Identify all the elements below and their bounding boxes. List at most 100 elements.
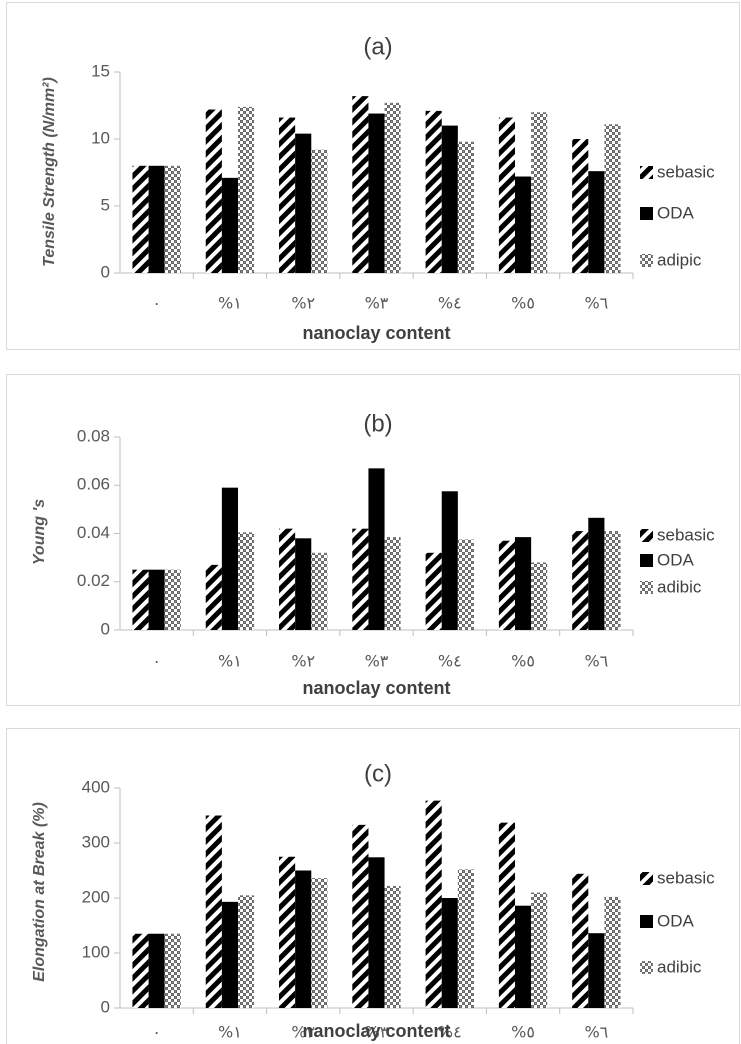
chart-c-legend-swatch-adibic: [640, 961, 653, 974]
chart-c-bar-adibic: [531, 892, 548, 1008]
chart-c-bar-sebasic: [205, 815, 222, 1008]
chart-b-bar-ODA: [295, 538, 312, 630]
chart-c-bar-ODA: [441, 898, 458, 1008]
chart-a-legend-swatch-adipic: [640, 254, 653, 267]
chart-c-x-tick-label: %٢: [291, 1023, 315, 1042]
chart-a-legend-label-sebasic: sebasic: [657, 162, 715, 181]
chart-b-bar-sebasic: [205, 564, 222, 630]
chart-c-bar-adibic: [604, 896, 621, 1008]
chart-a-x-label: nanoclay content: [302, 323, 450, 343]
chart-b-bar-ODA: [515, 537, 532, 630]
chart-c-x-tick-label: %٣: [365, 1023, 389, 1042]
chart-c-bar-sebasic: [279, 856, 296, 1008]
chart-a-bar-sebasic: [352, 96, 369, 274]
chart-a-bar-sebasic: [279, 117, 296, 273]
chart-c-bar-adibic: [237, 895, 255, 1008]
chart-b-bar-sebasic: [498, 540, 516, 630]
chart-c-bar-adibic: [384, 885, 401, 1008]
chart-c-bar-ODA: [221, 901, 238, 1008]
chart-b-bar-adibic: [311, 552, 328, 630]
chart-b-legend-swatch-adibic: [640, 581, 653, 594]
chart-c-bar-ODA: [368, 857, 385, 1008]
chart-a-bar-ODA: [295, 133, 312, 273]
chart-a-x-tick-label: %٣: [365, 294, 389, 313]
chart-b-bar-ODA: [368, 468, 385, 630]
chart-b-x-tick-label: ٠: [152, 652, 161, 671]
chart-a-y-tick-label: 10: [91, 128, 110, 147]
chart-b-title: (b): [363, 410, 392, 437]
chart-a-bar-sebasic: [498, 117, 516, 273]
chart-c-x-tick-label: %٥: [511, 1023, 535, 1042]
chart-c-bar-ODA: [295, 870, 312, 1008]
chart-c-x-tick-label: %٤: [438, 1023, 462, 1042]
chart-b-bar-adibic: [237, 532, 255, 630]
chart-a-bar-ODA: [221, 177, 238, 273]
chart-c-legend-swatch-ODA: [640, 915, 653, 928]
chart-a-y-tick-label: 15: [91, 61, 110, 80]
chart-a-x-tick-label: %١: [218, 294, 242, 313]
chart-c-bar-sebasic: [352, 824, 369, 1008]
chart-a-bar-sebasic: [205, 109, 222, 274]
chart-c-x-label: nanoclay content: [302, 1021, 450, 1041]
chart-b-x-tick-label: %٥: [511, 652, 535, 671]
chart-a-y-tick-label: 5: [101, 195, 110, 214]
chart-c-y-tick-label: 100: [82, 942, 110, 961]
chart-a-bar-adipic: [457, 141, 474, 273]
chart-a-legend-swatch-ODA: [640, 207, 653, 220]
chart-c-y-tick-label: 200: [82, 887, 110, 906]
chart-c-y-tick-label: 300: [82, 832, 110, 851]
chart-c-bar-sebasic: [498, 822, 516, 1008]
chart-b-y-tick-label: 0: [101, 619, 110, 638]
chart-b-bar-ODA: [588, 517, 605, 630]
chart-b-bar-ODA: [148, 569, 165, 630]
chart-b-bar-sebasic: [279, 528, 296, 630]
chart-b-y-tick-label: 0.08: [77, 426, 110, 445]
chart-a-bar-adipic: [237, 106, 255, 273]
chart-c-legend-label-adibic: adibic: [657, 957, 702, 976]
chart-b-legend-swatch-sebasic: [640, 529, 653, 542]
chart-b-bar-ODA: [441, 491, 458, 630]
chart-c-x-tick-label: ٠: [152, 1023, 161, 1042]
chart-c-x-tick-label: %٦: [584, 1023, 608, 1042]
chart-b-y-label: Young 's: [31, 499, 48, 565]
chart-a-y-label: Tensile Strength (N/mm²): [41, 77, 58, 267]
chart-b-legend-label-adibic: adibic: [657, 577, 702, 596]
chart-a-y-tick-label: 0: [101, 262, 110, 281]
chart-a-bar-sebasic: [572, 139, 589, 273]
chart-b-bar-sebasic: [352, 528, 369, 630]
chart-c-y-tick-label: 400: [82, 777, 110, 796]
chart-a-x-tick-label: %٢: [291, 294, 315, 313]
chart-b-x-tick-label: %٣: [365, 652, 389, 671]
chart-b-x-tick-label: %٦: [584, 652, 608, 671]
chart-a-bar-sebasic: [132, 165, 149, 273]
chart-a-x-tick-label: %٦: [584, 294, 608, 313]
chart-a-bar-ODA: [148, 165, 165, 273]
chart-b-bar-adibic: [604, 531, 621, 630]
chart-a-bar-ODA: [368, 113, 385, 273]
chart-a-bar-adipic: [384, 102, 401, 273]
chart-b-x-label: nanoclay content: [302, 678, 450, 698]
chart-a-bar-ODA: [515, 176, 532, 273]
chart-b-bar-adibic: [384, 537, 401, 630]
chart-c-bar-ODA: [588, 933, 605, 1008]
chart-b-legend-label-sebasic: sebasic: [657, 525, 715, 544]
chart-b-legend-label-ODA: ODA: [657, 550, 695, 569]
chart-c-bar-adibic: [164, 933, 181, 1008]
chart-c-bar-ODA: [148, 933, 165, 1008]
chart-b-y-tick-label: 0.06: [77, 475, 110, 494]
chart-a-legend-label-adipic: adipic: [657, 250, 702, 269]
chart-c-bar-sebasic: [425, 800, 442, 1008]
chart-a-x-tick-label: ٠: [152, 294, 161, 313]
chart-b-bar-adibic: [164, 569, 181, 630]
chart-c-bar-adibic: [457, 869, 474, 1008]
chart-c-x-tick-label: %١: [218, 1023, 242, 1042]
chart-a-legend-swatch-sebasic: [640, 166, 653, 179]
chart-b-x-tick-label: %٤: [438, 652, 462, 671]
chart-b-x-tick-label: %٢: [291, 652, 315, 671]
chart-b-bar-adibic: [531, 562, 548, 630]
chart-b-bar-sebasic: [132, 569, 149, 630]
chart-c-bar-sebasic: [572, 873, 589, 1008]
chart-a-x-tick-label: %٥: [511, 294, 535, 313]
chart-b-bar-sebasic: [572, 531, 589, 630]
chart-c-y-label: Elongation at Break (%): [31, 802, 48, 982]
